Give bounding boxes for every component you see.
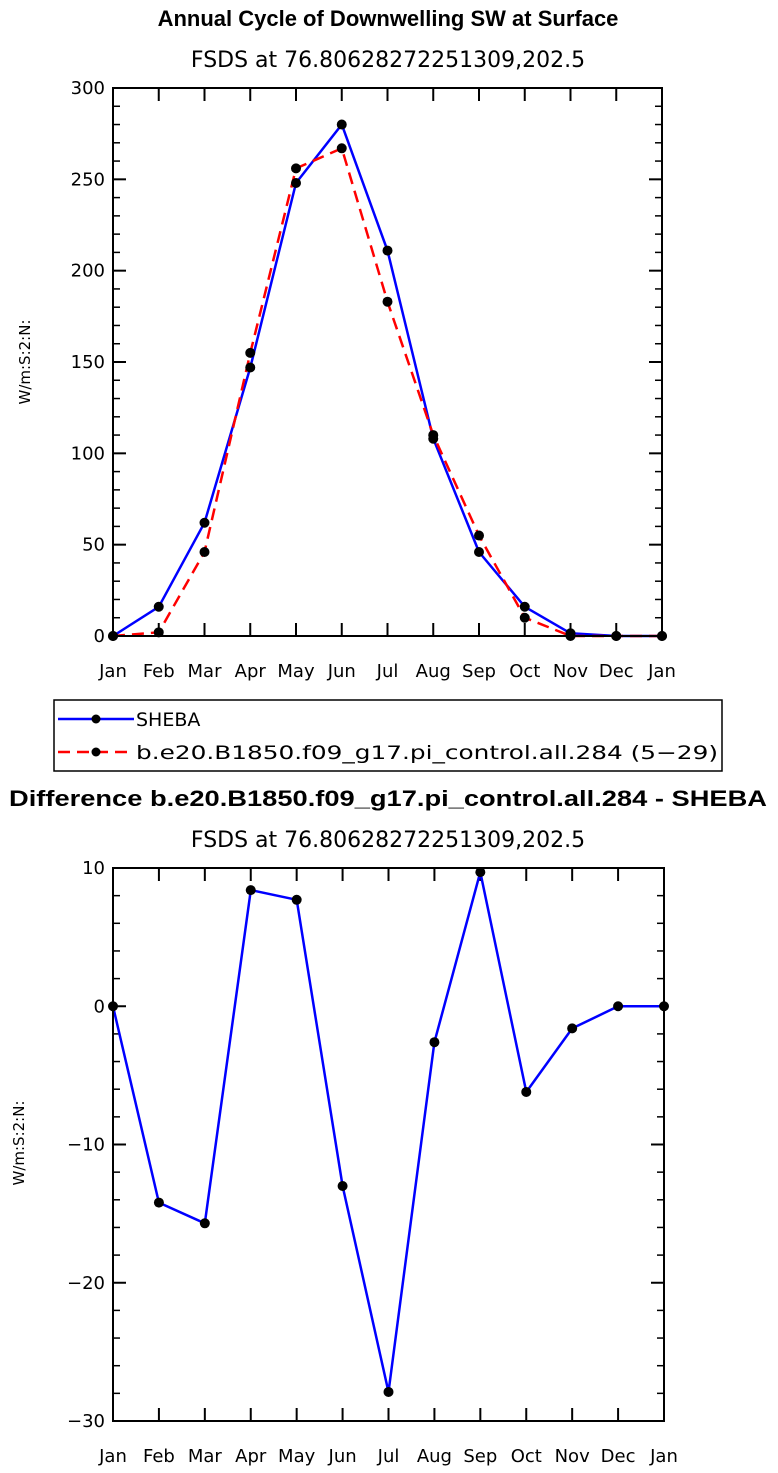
chart1-series-2-point (336, 143, 347, 154)
chart1-series-2-point (428, 430, 439, 441)
chart2-series-1-point (475, 867, 486, 878)
chart2-subtitle: FSDS at 76.80628272251309,202.5 (191, 828, 585, 853)
chart2-y-axis-label: W/m:S:2:N: (10, 1101, 28, 1186)
chart2-series-1-point (291, 894, 302, 905)
chart1-series-2-point (153, 627, 164, 638)
chart1-x-tick-label: Jan (647, 661, 676, 682)
chart1-x-tick-label: Nov (553, 661, 588, 682)
chart1-subtitle: FSDS at 76.80628272251309,202.5 (191, 48, 585, 73)
chart2-x-tick-label: Sep (463, 1446, 497, 1467)
chart1-ticks (112, 87, 663, 637)
chart2-series-1-point (613, 1001, 624, 1012)
chart1-data-points (108, 119, 667, 641)
difference-chart: Difference b.e20.B1850.f09_g17.pi_contro… (9, 786, 767, 1467)
chart2-x-tick-label: Mar (188, 1446, 223, 1467)
chart1-x-tick-label: Sep (462, 661, 496, 682)
chart1-x-tick-label: Feb (143, 661, 175, 682)
chart2-x-tick-label: Jan (98, 1446, 127, 1467)
chart2-x-tick-labels: Jan Feb Mar Apr May Jun Jul Aug Sep Oct Nov Dec Jan (98, 1446, 678, 1467)
chart1-series-1-point (474, 546, 484, 557)
chart2-x-tick-label: Feb (143, 1446, 175, 1467)
chart1-series-2-point (474, 530, 484, 541)
chart1-series-1-point (199, 517, 210, 528)
chart1-series-lines (112, 123, 662, 638)
chart1-y-tick-labels: 0 50 100 150 200 250 300 (71, 78, 105, 647)
chart2-x-tick-label: Nov (555, 1446, 590, 1467)
chart1-series-1-point (291, 177, 301, 188)
legend-box (53, 699, 723, 772)
chart1-series-line-1 (112, 123, 662, 638)
chart2-series-1-point (153, 1197, 164, 1208)
chart1-series-2-point (199, 546, 210, 557)
chart1-series-1-point (245, 362, 256, 373)
chart1-series-2-point (519, 612, 530, 623)
chart2-x-tick-label: Jun (328, 1446, 357, 1467)
chart1-series-1-point (519, 601, 530, 612)
chart1-y-tick-label: 250 (71, 169, 105, 190)
chart2-x-tick-label: Jan (649, 1446, 678, 1467)
chart2-plot-frame (112, 867, 665, 1422)
chart2-y-tick-label: 0 (94, 996, 105, 1017)
legend-model-marker (91, 747, 101, 757)
chart1-y-tick-label: 200 (71, 261, 105, 282)
chart2-title: Difference b.e20.B1850.f09_g17.pi_contro… (9, 786, 767, 811)
chart1-x-tick-label: Jun (327, 661, 356, 682)
annual-cycle-chart: Annual Cycle of Downwelling SW at Surfac… (16, 6, 676, 682)
chart2-series-1-point (383, 1386, 394, 1397)
chart2-y-tick-label: −30 (67, 1411, 105, 1432)
chart1-series-2-point (291, 163, 301, 174)
chart2-series-1-point (337, 1180, 348, 1191)
chart1-y-tick-label: 150 (71, 352, 105, 373)
chart1-legend: SHEBA b.e20.B1850.f09_g17.pi_control.all… (53, 699, 723, 772)
chart2-y-tick-labels: −30 −20 −10 0 10 (67, 858, 105, 1432)
chart2-x-tick-label: Oct (511, 1446, 542, 1467)
chart1-x-tick-labels: Jan Feb Mar Apr May Jun Jul Aug Sep Oct Nov Dec Jan (98, 661, 676, 682)
chart1-y-tick-label: 100 (71, 443, 105, 464)
chart1-plot-frame (112, 87, 663, 637)
chart2-x-tick-label: Aug (417, 1446, 452, 1467)
chart2-series-1-point (199, 1218, 210, 1229)
chart1-x-tick-label: Aug (416, 661, 451, 682)
legend-sheba-marker (91, 714, 101, 724)
chart1-x-tick-label: Apr (235, 661, 267, 682)
chart2-series-lines (111, 870, 664, 1394)
chart2-series-1-point (429, 1037, 440, 1048)
chart2-y-tick-label: −20 (67, 1273, 105, 1294)
chart2-series-1-point (521, 1086, 532, 1097)
chart2-x-tick-label: Dec (601, 1446, 636, 1467)
chart1-title: Annual Cycle of Downwelling SW at Surfac… (158, 6, 619, 31)
chart1-series-2-point (382, 296, 393, 307)
chart1-y-axis-label: W/m:S:2:N: (16, 320, 34, 405)
chart1-y-tick-label: 300 (71, 78, 105, 99)
chart1-y-tick-label: 0 (94, 626, 105, 647)
chart2-x-tick-label: Apr (235, 1446, 267, 1467)
legend-model-label: b.e20.B1850.f09_g17.pi_control.all.284 (… (136, 742, 718, 764)
chart2-ticks (112, 867, 665, 1422)
chart2-y-tick-label: 10 (82, 858, 105, 879)
chart2-x-tick-label: Jul (377, 1446, 400, 1467)
chart1-x-tick-label: Dec (599, 661, 634, 682)
chart1-x-tick-label: Jul (376, 661, 399, 682)
chart1-series-1-point (382, 245, 393, 256)
chart2-series-1-point (245, 885, 256, 896)
chart1-series-2-point (245, 347, 256, 358)
chart2-y-tick-label: −10 (67, 1135, 105, 1156)
chart1-x-tick-label: Oct (509, 661, 540, 682)
chart2-data-points (108, 867, 669, 1397)
chart2-x-tick-label: May (278, 1446, 316, 1467)
chart2-series-line-1 (111, 870, 664, 1394)
legend-sheba-label: SHEBA (136, 709, 200, 731)
chart1-x-tick-label: Jan (98, 661, 127, 682)
chart1-series-line-2 (112, 147, 662, 638)
chart2-series-1-point (567, 1023, 578, 1034)
chart1-x-tick-label: May (277, 661, 315, 682)
chart1-series-1-point (153, 601, 164, 612)
chart1-y-tick-label: 50 (82, 535, 105, 556)
chart1-series-1-point (336, 119, 347, 130)
chart1-x-tick-label: Mar (188, 661, 223, 682)
